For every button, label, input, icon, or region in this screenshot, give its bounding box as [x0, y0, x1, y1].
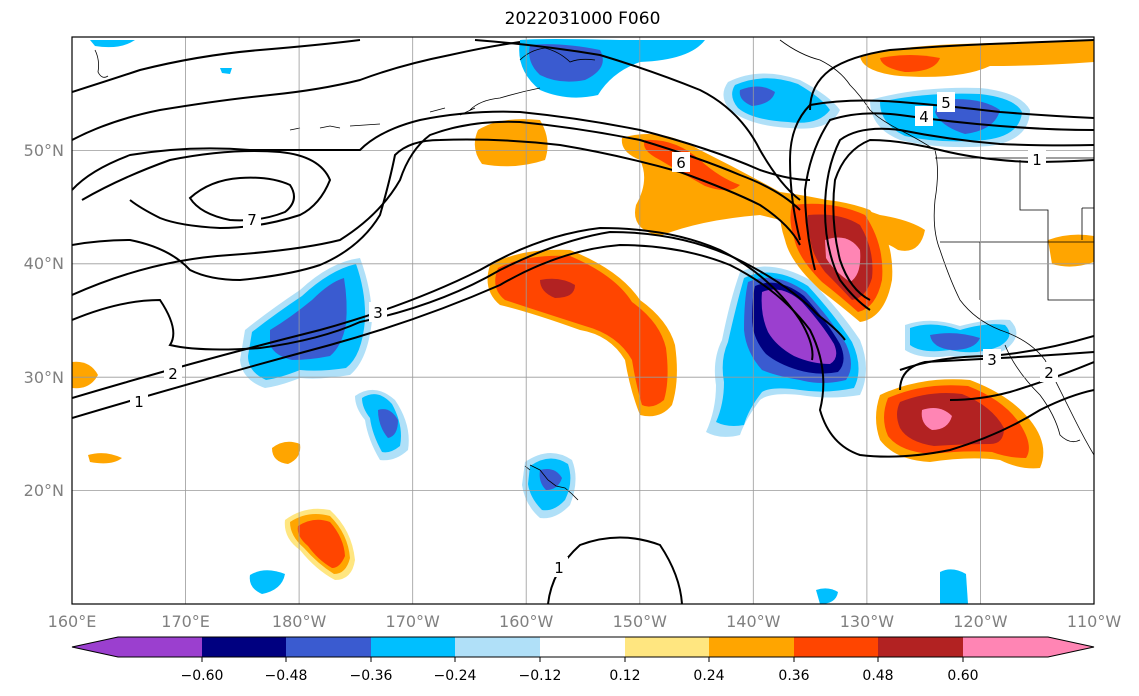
colorbar-segment: [72, 637, 202, 657]
contour-label: 4: [919, 108, 929, 126]
contour-label: 2: [1044, 364, 1054, 382]
shaded-anomaly-field: [72, 39, 1094, 604]
positive-anomaly-north-canada: [860, 40, 1094, 77]
colorbar-tick-label: 0.60: [947, 668, 978, 684]
colorbar-segment: [963, 637, 1094, 657]
positive-anomaly-streak-south: [487, 249, 677, 417]
colorbar-tick-label: −0.48: [265, 668, 308, 684]
colorbar-tick-label: 0.12: [609, 668, 640, 684]
positive-anomaly-15n-177w: [284, 508, 355, 580]
contour-label: 1: [554, 559, 564, 577]
lat-tick-label: 20°N: [24, 481, 64, 500]
colorbar-segment: [202, 637, 286, 657]
lon-tick-label: 170°W: [386, 612, 441, 631]
negative-anomaly-35n-178w: [240, 258, 372, 388]
colorbar-segment: [625, 637, 709, 657]
map-frame: [71, 36, 1095, 605]
contour-label: 2: [168, 365, 178, 383]
lon-tick-label: 120°W: [953, 612, 1008, 631]
contour-label: 7: [247, 211, 257, 229]
map-title: 2022031000 F060: [504, 9, 661, 29]
latitude-tick-labels: 20°N 30°N 40°N 50°N: [24, 141, 64, 500]
lon-tick-label: 110°W: [1067, 612, 1122, 631]
lat-tick-label: 50°N: [24, 141, 64, 160]
lon-tick-label: 160°W: [499, 612, 554, 631]
lat-tick-label: 30°N: [24, 368, 64, 387]
small-anomaly-blobs: [72, 234, 1094, 604]
contour-label: 1: [1032, 151, 1042, 169]
lon-tick-label: 130°W: [840, 612, 895, 631]
colorbar-segment: [455, 637, 540, 657]
colorbar-segment: [286, 637, 371, 657]
colorbar-tick-label: −0.24: [434, 668, 477, 684]
lon-tick-label: 170°E: [161, 612, 210, 631]
contour-label: 3: [373, 304, 383, 322]
colorbar-segment: [540, 637, 625, 657]
lon-tick-label: 140°W: [726, 612, 781, 631]
contour-lines: [72, 39, 1094, 604]
lon-tick-label: 150°W: [613, 612, 668, 631]
colorbar-tick-label: −0.12: [519, 668, 562, 684]
contour-label: 3: [987, 351, 997, 369]
colorbar-segment: [794, 637, 878, 657]
colorbar-segment: [371, 637, 455, 657]
contour-label: 6: [676, 154, 686, 172]
colorbar-tick-label: 0.24: [693, 668, 724, 684]
longitude-tick-labels: 160°E 170°E 180°W 170°W 160°W 150°W 140°…: [48, 612, 1122, 631]
colorbar-segment: [878, 637, 963, 657]
lon-tick-label: 160°E: [48, 612, 97, 631]
colorbar-segment: [709, 637, 794, 657]
contour-label: 1: [134, 393, 144, 411]
positive-anomaly-25n-123w: [876, 379, 1044, 469]
contour-label-group: 7 3 2 1 6 5 4 1 3 2 1: [130, 92, 1058, 577]
colorbar: −0.60 −0.48 −0.36 −0.24 −0.12 0.12 0.24 …: [71, 636, 1095, 684]
colorbar-tick-label: 0.48: [862, 668, 893, 684]
colorbar-tick-label: −0.60: [181, 668, 224, 684]
positive-anomaly-160w: [474, 119, 548, 167]
colorbar-tick-label: 0.36: [778, 668, 809, 684]
contour-label: 5: [941, 94, 951, 112]
lat-tick-label: 40°N: [24, 254, 64, 273]
lon-tick-label: 180°W: [272, 612, 327, 631]
colorbar-tick-label: −0.36: [350, 668, 393, 684]
colorbar-outline: [71, 636, 1095, 658]
negative-anomaly-bering: [90, 39, 705, 98]
